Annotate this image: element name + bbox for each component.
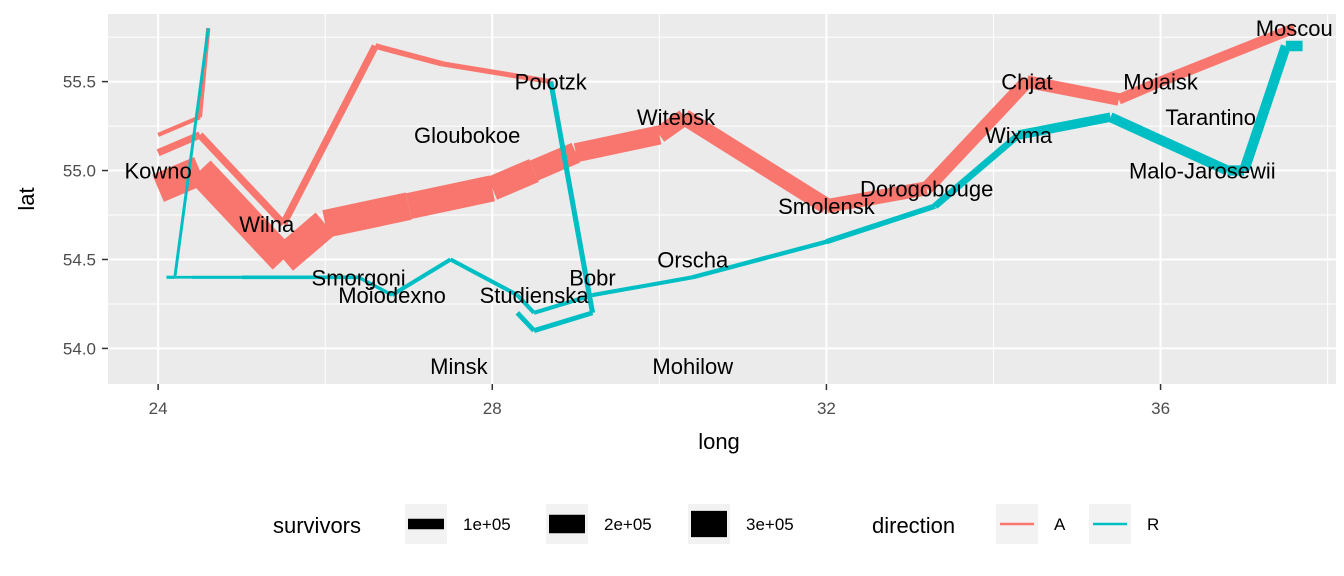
path-segment-A-1 — [273, 212, 335, 271]
color-legend-label: A — [1054, 515, 1066, 534]
city-label: Kowno — [124, 159, 191, 184]
x-tick-label: 36 — [1151, 399, 1170, 418]
y-tick-label: 55.0 — [63, 162, 96, 181]
path-segment-A-1 — [573, 125, 662, 163]
path-segment-R-2 — [515, 311, 536, 333]
city-label: Smorgoni — [312, 265, 406, 290]
city-label: Witebsk — [637, 105, 716, 130]
city-label: Studienska — [480, 283, 590, 308]
path-segment-R-1 — [390, 257, 452, 297]
path-segment-R-2 — [533, 310, 594, 333]
x-tick-label: 24 — [149, 399, 168, 418]
path-segment-R-2 — [548, 81, 596, 314]
path-segment-A-1 — [152, 156, 206, 202]
path-segment-A-2 — [441, 61, 552, 85]
path-segment-A-1 — [825, 181, 928, 214]
x-axis: 24 28 32 36 — [149, 384, 1170, 418]
path-segment-A-1 — [405, 175, 496, 219]
size-legend-label: 1e+05 — [463, 515, 511, 534]
size-legend-label: 3e+05 — [746, 515, 794, 534]
color-legend-label: R — [1147, 515, 1159, 534]
path-segment-A-1 — [1116, 76, 1163, 105]
path-segment-A-1 — [680, 110, 831, 214]
path-segment-A-1 — [529, 142, 581, 181]
path-segment-A-2 — [280, 44, 379, 226]
path-segment-A-1 — [487, 159, 539, 200]
path-segment-A-1 — [921, 76, 1032, 193]
path-segment-R-1 — [515, 293, 536, 315]
path-segment-R-1 — [357, 275, 393, 297]
y-tick-label: 54.0 — [63, 339, 96, 358]
path-segment-R-1 — [1239, 44, 1291, 173]
size-legend: 1e+05 2e+05 3e+05 — [405, 504, 794, 544]
city-label: Moscou — [1256, 16, 1333, 41]
x-axis-title: long — [698, 429, 740, 454]
path-segment-A-1 — [1025, 75, 1120, 106]
size-legend-label: 2e+05 — [604, 515, 652, 534]
path-segment-R-1 — [449, 257, 519, 297]
path-segment-R-1 — [932, 132, 1021, 209]
y-tick-label: 55.5 — [63, 73, 96, 92]
path-segment-A-1 — [189, 160, 295, 270]
panel-background — [108, 14, 1336, 384]
city-label: Mojaisk — [1123, 70, 1199, 95]
x-tick-label: 28 — [483, 399, 502, 418]
city-label: Gloubokoe — [414, 123, 520, 148]
path-segment-A-1 — [322, 192, 412, 238]
city-label: Chjat — [1001, 70, 1052, 95]
path-segment-A-1 — [1158, 23, 1297, 87]
city-label: Tarantino — [1165, 105, 1256, 130]
legend-direction-title: direction — [872, 513, 955, 538]
city-label: Mohilow — [652, 354, 733, 379]
city-label: Wixma — [985, 123, 1053, 148]
city-label: Smolensk — [778, 194, 876, 219]
path-segment-R-1 — [533, 293, 594, 315]
path-segment-R-3 — [173, 28, 210, 278]
path-segment-A-2 — [197, 132, 287, 227]
path-segment-R-1 — [1108, 112, 1230, 176]
legend-survivors-title: survivors — [273, 513, 361, 538]
y-axis: 54.0 54.5 55.0 55.5 — [63, 73, 108, 358]
city-label: Wilna — [239, 212, 295, 237]
x-tick-label: 32 — [817, 399, 836, 418]
city-label: Malo-Jarosewii — [1129, 159, 1276, 184]
y-axis-title: lat — [14, 187, 39, 210]
path-segment-R-1 — [825, 203, 936, 245]
path-segment-A-2 — [374, 43, 443, 67]
city-label: Polotzk — [515, 70, 588, 95]
path-segment-A-3 — [157, 115, 201, 137]
y-tick-label: 54.5 — [63, 250, 96, 269]
path-segment-R-1 — [692, 239, 827, 280]
army-paths — [152, 23, 1303, 333]
city-label: Dorogobouge — [860, 176, 993, 201]
city-label: Minsk — [430, 354, 488, 379]
city-label: Bobr — [569, 265, 615, 290]
city-label: Orscha — [657, 247, 729, 272]
path-segment-R-1 — [1017, 112, 1112, 140]
path-segment-A-1 — [654, 110, 690, 142]
path-segment-R-1 — [592, 275, 694, 298]
city-label: Moiodexno — [338, 283, 446, 308]
